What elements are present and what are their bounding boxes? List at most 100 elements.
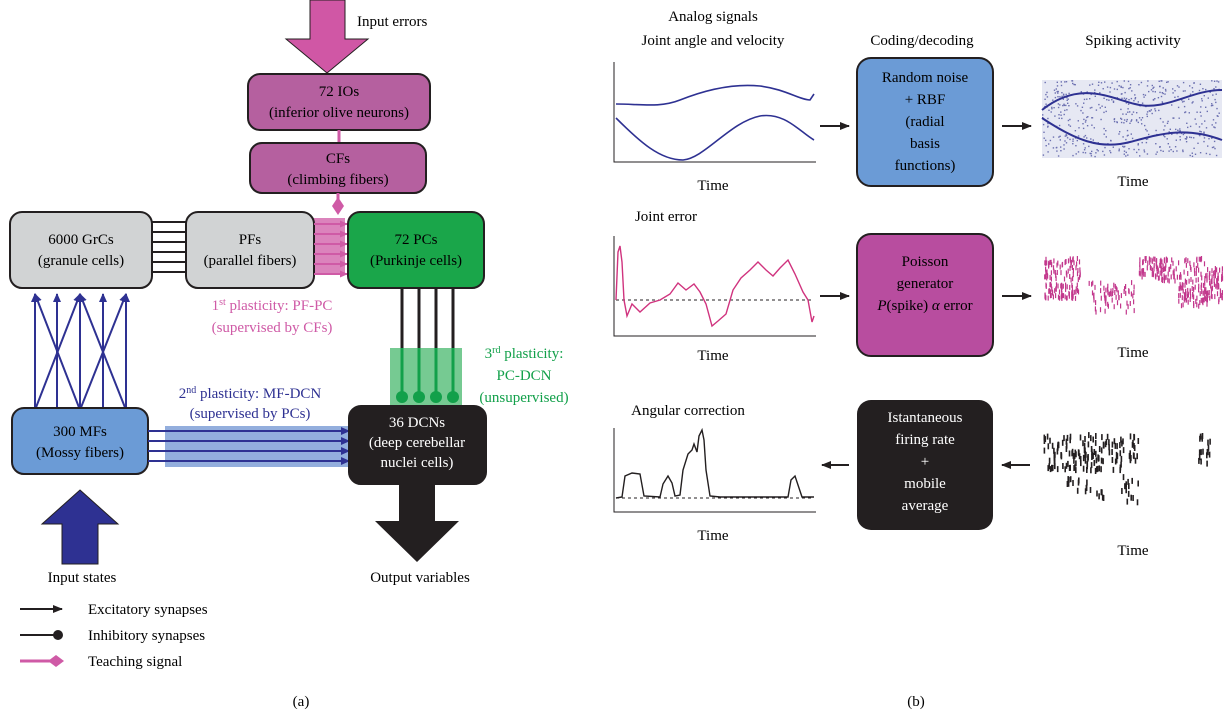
spike-tick [1163, 267, 1165, 272]
spike-tick [1049, 289, 1052, 295]
spike-tick [1091, 290, 1094, 296]
spike-dot [1161, 101, 1163, 103]
spike-dot [1126, 135, 1129, 137]
spike-dot [1129, 111, 1131, 113]
spike-dot [1141, 141, 1143, 144]
spike-dot [1182, 149, 1184, 151]
spike-tick [1053, 457, 1056, 464]
spike-dot [1103, 127, 1105, 130]
spike-tick [1142, 259, 1144, 265]
spike-tick [1196, 295, 1198, 301]
spike-dot [1044, 81, 1046, 84]
spike-dot [1146, 130, 1148, 132]
spike-dot [1120, 121, 1123, 124]
spike-dot [1045, 103, 1047, 105]
spike-dot [1157, 97, 1160, 99]
spike-dot [1187, 126, 1189, 129]
spike-dot [1086, 137, 1088, 139]
spike-dot [1084, 134, 1087, 137]
spike-tick [1101, 489, 1103, 496]
spike-tick [1190, 277, 1192, 282]
spike-dot [1150, 109, 1152, 111]
spike-tick [1101, 434, 1103, 441]
spike-dot [1169, 128, 1171, 130]
spike-tick [1185, 297, 1188, 303]
spike-tick [1106, 286, 1109, 292]
spike-dot [1101, 105, 1103, 107]
spike-tick [1154, 256, 1156, 262]
spike-dot [1162, 150, 1164, 152]
spike-tick [1185, 292, 1187, 297]
spike-dot [1143, 151, 1146, 153]
spike-tick [1044, 436, 1047, 443]
spike-dot [1102, 150, 1104, 153]
spike-tick [1070, 262, 1072, 268]
output-variables-arrow [375, 484, 459, 562]
plasticity-3-label: 3rd plasticity: [485, 345, 564, 363]
spike-dot [1167, 81, 1169, 83]
spike-dot [1057, 106, 1060, 109]
spike-tick [1069, 437, 1071, 444]
spike-tick [1191, 286, 1193, 291]
spike-dot [1133, 148, 1135, 151]
spike-dot [1154, 110, 1157, 112]
spike-dot [1174, 90, 1176, 92]
spike-tick [1187, 258, 1189, 264]
rbf-box-line-3: (radial [905, 114, 944, 130]
spike-tick [1147, 260, 1149, 266]
spike-tick [1093, 297, 1095, 303]
spike-dot [1050, 111, 1052, 113]
spike-tick [1072, 289, 1074, 295]
spike-dot [1124, 145, 1126, 148]
spike-tick [1197, 277, 1199, 283]
dcn-box-subtitle: (deep cerebellar [369, 435, 465, 451]
spike-dot [1073, 83, 1075, 86]
spike-dot [1127, 111, 1129, 113]
spike-dot [1075, 103, 1077, 105]
plasticity-3-sublabel-2: (unsupervised) [479, 390, 568, 406]
spike-dot [1067, 119, 1070, 122]
spike-tick [1189, 260, 1191, 266]
spike-dot [1042, 114, 1044, 116]
spike-tick [1067, 268, 1069, 274]
spike-tick [1149, 257, 1151, 263]
row2-time-label: Time [697, 348, 728, 364]
spike-dot [1159, 146, 1161, 148]
spike-tick [1206, 272, 1208, 278]
spike-dot [1199, 111, 1202, 113]
spike-dot [1188, 112, 1190, 114]
spike-dot [1211, 80, 1213, 82]
spike-dot [1126, 118, 1128, 121]
firing-rate-box [857, 400, 993, 530]
mf-box [11, 407, 149, 475]
spike-tick [1083, 442, 1086, 449]
spike-dot [1057, 90, 1059, 93]
spike-dot [1123, 153, 1125, 155]
spike-tick [1049, 282, 1051, 288]
spike-tick [1050, 259, 1052, 265]
spike-dot [1153, 86, 1155, 88]
spike-dot [1176, 150, 1178, 152]
spike-dot [1154, 98, 1156, 100]
spike-dot [1215, 101, 1217, 104]
spike-tick [1198, 454, 1201, 461]
spike-tick [1221, 266, 1223, 272]
spike-tick [1047, 295, 1049, 301]
spike-dot [1065, 93, 1067, 96]
spike-tick [1121, 488, 1123, 494]
spike-dot [1201, 100, 1203, 102]
spike-tick [1108, 292, 1110, 297]
spike-tick [1136, 499, 1139, 506]
spike-tick [1058, 289, 1061, 295]
spike-dot [1129, 122, 1131, 124]
spike-tick [1174, 278, 1176, 284]
spike-tick [1204, 276, 1206, 281]
spike-dot [1095, 109, 1098, 111]
spike-tick [1133, 433, 1135, 440]
spike-tick [1067, 460, 1069, 467]
spike-dot [1058, 117, 1060, 119]
spike-dot [1172, 92, 1174, 94]
spike-tick [1120, 303, 1122, 309]
spike-dot [1199, 83, 1202, 85]
spike-dot [1063, 148, 1065, 150]
